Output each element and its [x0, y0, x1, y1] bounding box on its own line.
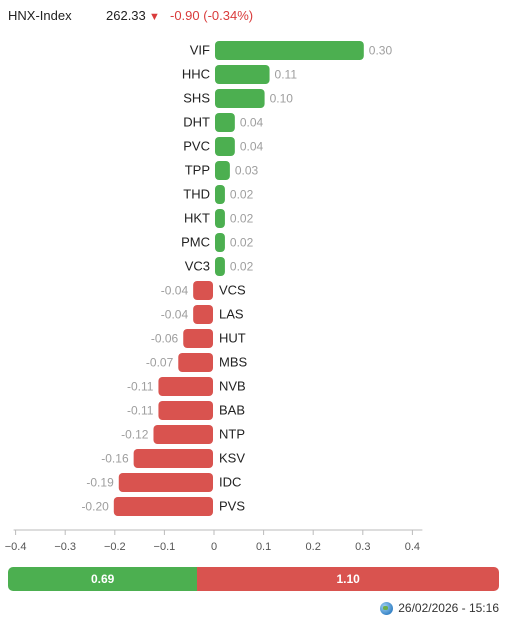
- category-label: HUT: [219, 331, 246, 346]
- summary-up-total: 0.69: [90, 572, 115, 586]
- bar-bab: [158, 401, 213, 420]
- bar-shs: [215, 89, 265, 108]
- value-label: 0.02: [230, 236, 254, 250]
- category-label: SHS: [183, 91, 210, 106]
- bar-ksv: [133, 449, 213, 468]
- x-tick-label: −0.1: [154, 541, 176, 553]
- bar-vc3: [215, 257, 225, 276]
- bar-idc: [118, 473, 213, 492]
- category-label: HHC: [182, 67, 210, 82]
- value-label: 0.04: [240, 140, 264, 154]
- bar-hhc: [215, 65, 270, 84]
- x-axis: −0.4 −0.3 −0.2 −0.1 0 0.1 0.2 0.3 0.4: [5, 529, 423, 553]
- value-label: -0.06: [151, 332, 179, 346]
- category-label: IDC: [219, 475, 241, 490]
- globe-icon: [380, 601, 394, 615]
- index-change: -0.90 (-0.34%): [170, 7, 254, 23]
- value-label: 0.02: [230, 188, 254, 202]
- value-label: 0.10: [270, 92, 294, 106]
- value-label: -0.07: [146, 356, 174, 370]
- x-tick-label: −0.2: [104, 541, 126, 553]
- category-label: VIF: [190, 43, 210, 58]
- index-name: HNX-Index: [8, 7, 72, 23]
- category-label: HKT: [184, 211, 210, 226]
- breadth-summary-bar: 0.69 1.10: [8, 567, 499, 591]
- footer: 26/02/2026 - 15:16: [380, 601, 499, 615]
- x-tick-label: −0.3: [54, 541, 76, 553]
- bar-dht: [215, 113, 235, 132]
- value-label: -0.16: [101, 452, 129, 466]
- summary-up-segment: 0.69: [8, 567, 198, 591]
- category-label: PMC: [181, 235, 210, 250]
- value-label: 0.04: [240, 116, 264, 130]
- category-label: VC3: [185, 259, 210, 274]
- bar-tpp: [215, 161, 230, 180]
- bar-ntp: [153, 425, 213, 444]
- x-tick-label: 0.1: [256, 541, 271, 553]
- bar-pmc: [215, 233, 225, 252]
- bar-vif: [215, 41, 364, 60]
- value-label: 0.30: [369, 44, 393, 58]
- value-label: 0.03: [235, 164, 259, 178]
- category-label: THD: [183, 187, 210, 202]
- value-label: -0.04: [161, 308, 189, 322]
- category-label: LAS: [219, 307, 244, 322]
- x-tick-label: 0.3: [355, 541, 370, 553]
- bar-nvb: [158, 377, 213, 396]
- category-label: NVB: [219, 379, 246, 394]
- category-label: VCS: [219, 283, 246, 298]
- bar-pvc: [215, 137, 235, 156]
- bar-hut: [183, 329, 213, 348]
- value-label: 0.11: [275, 68, 298, 82]
- summary-down-total: 1.10: [336, 572, 360, 586]
- bar-hkt: [215, 209, 225, 228]
- value-label: 0.02: [230, 260, 254, 274]
- category-label: DHT: [183, 115, 210, 130]
- bar-mbs: [178, 353, 213, 372]
- value-label: -0.11: [127, 380, 154, 394]
- value-label: -0.20: [81, 500, 109, 514]
- x-tick-label: 0.2: [306, 541, 321, 553]
- x-tick-label: −0.4: [5, 541, 27, 553]
- category-label: PVS: [219, 499, 245, 514]
- bars-layer: VIF 0.30 HHC 0.11 SHS 0.10 DHT 0.04 PVC 0.04 TPP 0.…: [81, 41, 392, 516]
- category-label: TPP: [185, 163, 210, 178]
- category-label: MBS: [219, 355, 248, 370]
- category-label: PVC: [183, 139, 210, 154]
- timestamp: 26/02/2026 - 15:16: [398, 601, 499, 615]
- bar-vcs: [193, 281, 213, 300]
- index-value: 262.33: [106, 7, 146, 23]
- category-label: KSV: [219, 451, 245, 466]
- index-header: HNX-Index: [8, 6, 72, 24]
- x-tick-label: 0.4: [405, 541, 420, 553]
- category-label: NTP: [219, 427, 245, 442]
- bar-thd: [215, 185, 225, 204]
- bar-pvs: [113, 497, 213, 516]
- value-label: -0.04: [161, 284, 189, 298]
- bar-las: [193, 305, 213, 324]
- x-tick-label: 0: [211, 541, 217, 553]
- value-label: -0.19: [86, 476, 114, 490]
- summary-down-segment: 1.10: [197, 567, 499, 591]
- down-triangle-icon: ▼: [149, 11, 160, 23]
- value-label: 0.02: [230, 212, 254, 226]
- category-label: BAB: [219, 403, 245, 418]
- value-label: -0.11: [127, 404, 154, 418]
- value-label: -0.12: [121, 428, 149, 442]
